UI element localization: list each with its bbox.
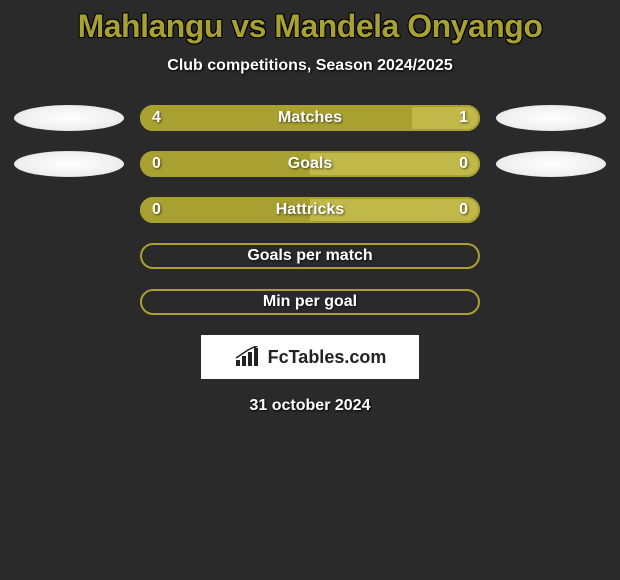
player-left-marker	[14, 151, 124, 177]
page-title: Mahlangu vs Mandela Onyango	[0, 8, 620, 45]
stat-row: Min per goal	[0, 289, 620, 315]
stat-row: 00Goals	[0, 151, 620, 177]
subtitle: Club competitions, Season 2024/2025	[0, 57, 620, 75]
chart-icon	[234, 346, 262, 368]
stat-label: Hattricks	[140, 197, 480, 223]
stat-label: Matches	[140, 105, 480, 131]
logo-text: FcTables.com	[268, 347, 387, 368]
stat-label: Goals	[140, 151, 480, 177]
stat-bar: Goals per match	[140, 243, 480, 269]
stat-bar: 41Matches	[140, 105, 480, 131]
stat-rows: 41Matches 00Goals 00Hattricks Goals per mat…	[0, 105, 620, 315]
stat-bar: Min per goal	[140, 289, 480, 315]
logo-box: FcTables.com	[201, 335, 419, 379]
date: 31 october 2024	[0, 397, 620, 415]
stat-label: Min per goal	[140, 289, 480, 315]
stat-row: Goals per match	[0, 243, 620, 269]
stat-row: 41Matches	[0, 105, 620, 131]
stat-bar: 00Hattricks	[140, 197, 480, 223]
player-left-marker	[14, 105, 124, 131]
comparison-infographic: Mahlangu vs Mandela Onyango Club competi…	[0, 0, 620, 415]
stat-label: Goals per match	[140, 243, 480, 269]
player-right-marker	[496, 105, 606, 131]
player-right-marker	[496, 151, 606, 177]
stat-bar: 00Goals	[140, 151, 480, 177]
stat-row: 00Hattricks	[0, 197, 620, 223]
